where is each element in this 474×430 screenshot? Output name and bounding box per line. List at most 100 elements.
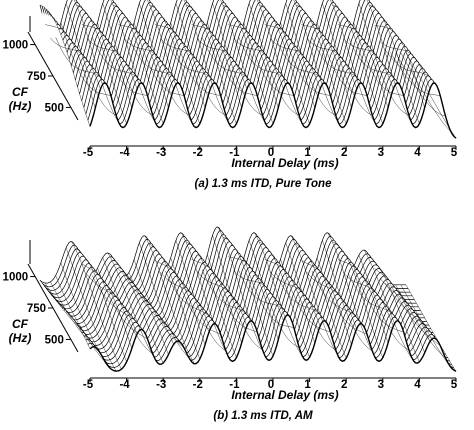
- surface-delay-line: [311, 270, 363, 325]
- x-tick-label: 3: [378, 147, 384, 159]
- surface-delay-line: [296, 4, 347, 124]
- surface-delay-line: [86, 274, 138, 335]
- surface-delay-line: [207, 22, 258, 96]
- surface-delay-line: [243, 22, 294, 96]
- surface-delay-line: [269, 271, 321, 327]
- surface-delay-line: [358, 3, 410, 116]
- x-tick-label: 2: [341, 147, 347, 159]
- surface-delay-line: [285, 242, 336, 351]
- cf-tick-label: 1000: [3, 40, 29, 52]
- surface-delay-line: [175, 3, 227, 116]
- surface-delay-line: [76, 4, 127, 124]
- surface-delay-line: [400, 52, 451, 132]
- surface-delay-line: [139, 242, 190, 359]
- cf-tick-label: 500: [45, 334, 64, 346]
- surface-delay-line: [191, 24, 242, 108]
- surface-delay-line: [395, 284, 446, 359]
- cf-tick-label: 1000: [3, 272, 29, 284]
- surface-delay-line: [256, 0, 305, 128]
- surface-delay-line: [353, 266, 404, 333]
- x-tick-label: -5: [83, 147, 94, 159]
- surface-delay-line: [233, 37, 284, 90]
- surface-delay-line: [86, 37, 138, 90]
- surface-delay-line: [369, 256, 420, 362]
- surface-delay-line: [280, 22, 331, 96]
- caption-b: (b) 1.3 ms ITD, AM: [213, 410, 313, 422]
- x-tick-label: 1: [304, 379, 311, 391]
- surface-delay-line: [405, 284, 457, 372]
- surface-delay-line: [220, 0, 268, 128]
- surface-plot-a: [39, 0, 457, 146]
- surface-delay-line: [55, 37, 106, 84]
- surface-delay-line: [332, 4, 384, 124]
- surface-delay-line: [248, 3, 300, 116]
- surface-delay-line: [322, 240, 373, 352]
- surface-delay-line: [384, 49, 436, 84]
- surface-delay-line: [327, 232, 378, 361]
- x-tick-label: -1: [229, 147, 240, 159]
- surface-delay-line: [238, 37, 289, 84]
- surface-delay-line: [311, 37, 363, 84]
- surface-delay-line: [71, 241, 122, 370]
- surface-delay-line: [366, 0, 415, 128]
- surface-delay-line: [306, 271, 357, 329]
- surface-delay-line: [97, 22, 148, 96]
- surface-delay-line: [149, 244, 201, 360]
- surface-delay-line: [222, 236, 274, 357]
- surface-delay-line: [160, 271, 211, 329]
- surface-delay-line: [264, 24, 316, 108]
- x-tick-label: -4: [119, 147, 130, 159]
- x-tick-label: 0: [268, 147, 274, 159]
- x-tick-label: 4: [414, 147, 421, 159]
- surface-delay-line: [196, 37, 248, 90]
- x-axis-label-a: Internal Delay (ms): [231, 156, 338, 170]
- surface-delay-line: [301, 24, 352, 108]
- surface-delay-line: [228, 256, 279, 340]
- cf-tick-label: 750: [27, 303, 46, 315]
- surface-delay-line: [322, 3, 373, 116]
- surface-delay-line: [50, 37, 101, 90]
- surface-delay-line: [154, 260, 206, 345]
- surface-delay-line: [212, 3, 263, 116]
- surface-delay-line: [133, 22, 185, 96]
- surface-delay-line: [364, 249, 415, 362]
- surface-delay-line: [92, 275, 143, 330]
- surface-delay-line: [243, 257, 294, 329]
- surface-delay-line: [301, 260, 352, 345]
- surface-plot-b: [39, 226, 457, 378]
- surface-delay-line: [160, 37, 211, 90]
- x-tick-label: -2: [193, 379, 203, 391]
- surface-delay-line: [285, 3, 336, 116]
- surface-delay-line: [201, 269, 253, 322]
- surface-delay-line: [65, 247, 117, 372]
- surface-delay-line: [306, 37, 357, 90]
- surface-delay-line: [248, 240, 300, 348]
- surface-delay-line: [222, 4, 274, 124]
- surface-delay-line: [65, 3, 117, 116]
- y-axis-label-a-line2: (Hz): [9, 99, 32, 113]
- surface-delay-line: [183, 0, 232, 128]
- surface-delay-line: [81, 24, 133, 108]
- surface-delay-line: [379, 41, 431, 90]
- cf-tick-label: 500: [45, 102, 64, 114]
- surface-delay-line: [343, 37, 394, 90]
- x-tick-label: 4: [414, 379, 421, 391]
- surface-delay-line: [165, 37, 216, 84]
- surface-delay-line: [50, 281, 101, 354]
- x-tick-label: 2: [341, 379, 347, 391]
- y-axis-label-b-line1: CF: [12, 317, 29, 331]
- surface-delay-line: [264, 259, 316, 344]
- surface-delay-line: [102, 257, 153, 354]
- surface-delay-line: [92, 37, 143, 84]
- surface-delay-line: [275, 37, 326, 84]
- x-axis-label-b: Internal Delay (ms): [231, 388, 338, 402]
- surface-delay-line: [55, 275, 106, 363]
- surface-delay-line: [186, 241, 237, 358]
- surface-delay-line: [390, 52, 441, 97]
- surface-delay-line: [405, 52, 457, 139]
- surface-delay-line: [170, 22, 221, 96]
- surface-delay-line: [201, 37, 253, 84]
- surface-delay-line: [110, 0, 159, 128]
- x-tick-label: -1: [229, 379, 240, 391]
